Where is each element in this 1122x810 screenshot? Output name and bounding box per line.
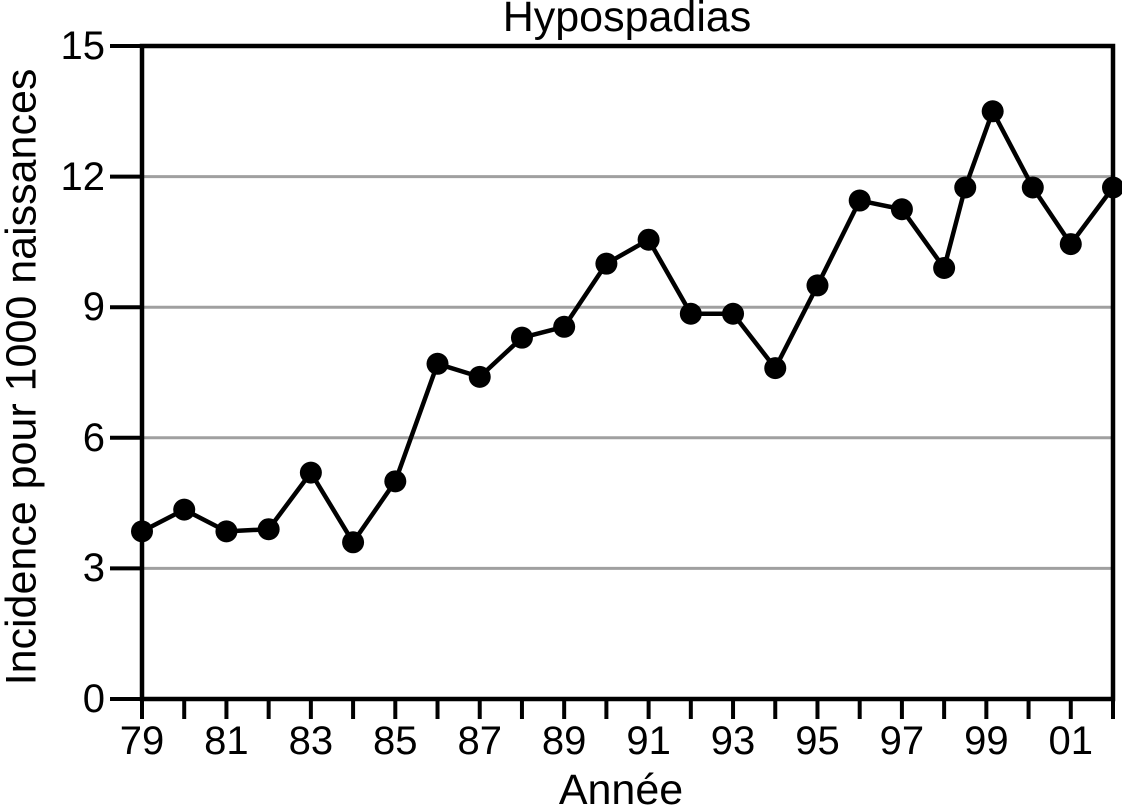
x-tick-label-79: 79 xyxy=(119,719,165,763)
data-point xyxy=(173,498,196,521)
y-tick-label-6: 6 xyxy=(82,415,105,460)
data-point xyxy=(954,176,977,199)
data-point xyxy=(426,352,449,375)
data-point xyxy=(342,531,365,554)
x-tick-label-97: 97 xyxy=(879,719,925,763)
x-tick-label-87: 87 xyxy=(457,719,502,763)
data-point xyxy=(595,252,618,275)
data-point xyxy=(1059,233,1082,256)
data-point xyxy=(384,470,407,493)
x-tick-label-01: 01 xyxy=(1048,719,1094,763)
plot-frame xyxy=(139,43,1116,702)
x-tick-label-93: 93 xyxy=(710,719,756,763)
data-point xyxy=(215,520,238,543)
data-point xyxy=(637,228,660,251)
data-point xyxy=(1021,176,1044,199)
data-point xyxy=(890,198,913,221)
x-axis-label: Année xyxy=(558,766,684,810)
y-tick-label-15: 15 xyxy=(60,24,106,68)
data-point xyxy=(806,274,829,297)
y-tick-label-3: 3 xyxy=(82,546,105,591)
x-tick-label-85: 85 xyxy=(373,719,418,763)
y-tick-label-0: 0 xyxy=(82,677,105,721)
data-point xyxy=(981,100,1004,123)
y-tick-label-12: 12 xyxy=(60,154,106,199)
x-tick-label-99: 99 xyxy=(964,719,1009,763)
x-tick-label-89: 89 xyxy=(541,719,587,763)
data-point xyxy=(553,315,576,338)
data-point xyxy=(764,357,787,380)
x-tick-label-91: 91 xyxy=(626,719,671,763)
data-point xyxy=(848,189,871,212)
data-point xyxy=(510,326,533,349)
data-point xyxy=(299,461,322,484)
data-point xyxy=(933,257,956,280)
x-tick-label-95: 95 xyxy=(795,719,840,763)
x-tick-label-81: 81 xyxy=(204,719,249,763)
data-point xyxy=(679,302,702,325)
data-point xyxy=(1102,176,1122,199)
x-tick-label-83: 83 xyxy=(288,719,334,763)
data-point xyxy=(257,518,280,541)
chart-title: Hypospadias xyxy=(502,0,752,41)
data-point xyxy=(131,520,153,543)
data-point xyxy=(722,302,745,325)
y-axis-label: Incidence pour 1000 naissances xyxy=(0,68,46,686)
y-tick-label-9: 9 xyxy=(82,285,105,330)
data-point xyxy=(468,365,491,388)
